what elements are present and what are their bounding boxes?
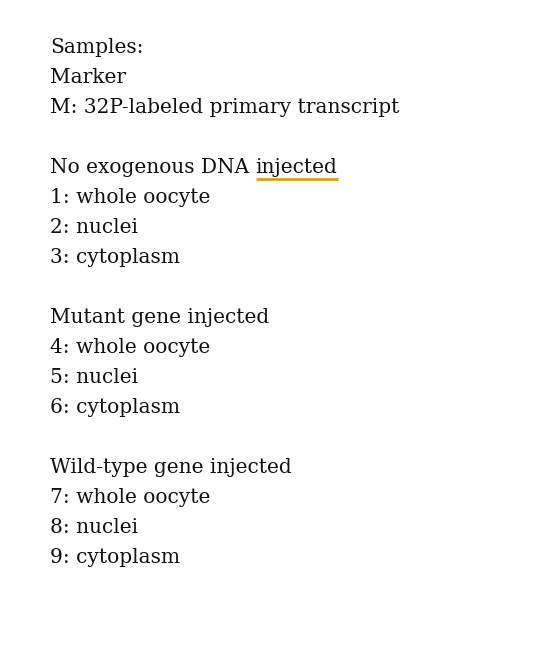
Text: 2: nuclei: 2: nuclei [50, 218, 138, 237]
Text: 7: whole oocyte: 7: whole oocyte [50, 488, 210, 507]
Text: Mutant gene injected: Mutant gene injected [50, 308, 269, 327]
Text: 4: whole oocyte: 4: whole oocyte [50, 338, 210, 357]
Text: 3: cytoplasm: 3: cytoplasm [50, 248, 180, 267]
Text: Wild-type gene injected: Wild-type gene injected [50, 458, 292, 477]
Text: Samples:: Samples: [50, 38, 144, 57]
Text: 5: nuclei: 5: nuclei [50, 368, 138, 387]
Text: 1: whole oocyte: 1: whole oocyte [50, 188, 210, 207]
Text: M: 32P-labeled primary transcript: M: 32P-labeled primary transcript [50, 98, 399, 117]
Text: 9: cytoplasm: 9: cytoplasm [50, 548, 180, 567]
Text: 8: nuclei: 8: nuclei [50, 518, 138, 537]
Text: injected: injected [256, 158, 337, 177]
Text: Marker: Marker [50, 68, 126, 87]
Text: No exogenous DNA: No exogenous DNA [50, 158, 256, 177]
Text: 6: cytoplasm: 6: cytoplasm [50, 398, 180, 417]
